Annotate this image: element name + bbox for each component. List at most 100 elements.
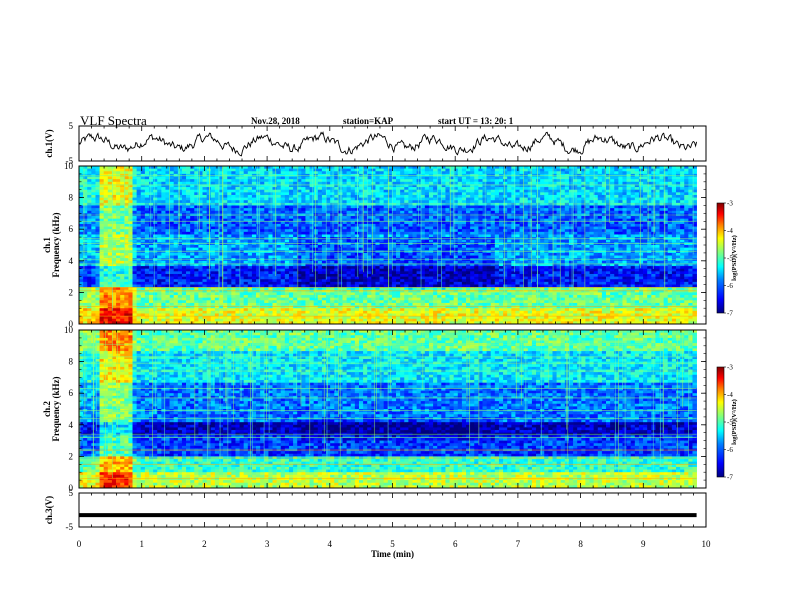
- spectrogram-cell: [404, 279, 409, 283]
- spectrogram-cell: [313, 221, 319, 225]
- spectrogram-cell: [132, 273, 137, 277]
- spectrogram-cell: [317, 171, 323, 175]
- spectrogram-cell: [148, 305, 154, 309]
- spectrogram-cell: [132, 218, 137, 222]
- spectrogram-cell: [87, 223, 92, 227]
- spectrogram-cell: [87, 302, 92, 306]
- spectrogram-cell: [99, 302, 105, 306]
- spectrogram-cell: [190, 300, 195, 304]
- spectrogram-cell: [231, 239, 236, 243]
- spectrogram-cell: [346, 276, 352, 280]
- spectrogram-cell: [91, 313, 96, 317]
- spectrogram-cell: [375, 176, 380, 180]
- spectrogram-cell: [153, 305, 158, 309]
- spectrogram-cell: [177, 229, 183, 233]
- spectrogram-cell: [317, 226, 323, 230]
- spectrogram-cell: [243, 234, 249, 238]
- spectrogram-cell: [354, 258, 360, 262]
- spectrogram-cell: [103, 268, 109, 272]
- spectrogram-cell: [284, 192, 290, 196]
- spectrogram-cell: [305, 200, 310, 204]
- spectrogram-cell: [239, 229, 245, 233]
- spectrogram-cell: [243, 302, 249, 306]
- spectrogram-cell: [148, 250, 154, 254]
- spectrogram-cell: [161, 273, 166, 277]
- spectrogram-cell: [375, 187, 380, 191]
- spectrogram-cell: [91, 318, 96, 322]
- spectrogram-cell: [358, 226, 364, 230]
- spectrogram-cell: [99, 242, 105, 246]
- spectrogram-cell: [371, 316, 376, 320]
- spectrogram-cell: [280, 176, 286, 180]
- spectrogram-cell: [186, 189, 191, 193]
- spectrogram-cell: [268, 258, 273, 262]
- spectrogram-cell: [313, 289, 319, 293]
- spectrogram-cell: [206, 226, 212, 230]
- spectrogram-cell: [239, 316, 245, 320]
- spectrogram-cell: [198, 194, 203, 198]
- spectrogram-cell: [198, 210, 203, 214]
- spectrogram-cell: [157, 284, 162, 288]
- spectrogram-cell: [301, 284, 306, 288]
- spectrogram-cell: [111, 289, 117, 293]
- spectrogram-cell: [404, 210, 409, 214]
- spectrogram-cell: [256, 239, 261, 243]
- spectrogram-cell: [144, 231, 150, 235]
- spectrogram-cell: [256, 197, 261, 201]
- spectrogram-cell: [214, 302, 220, 306]
- spectrogram-cell: [293, 171, 298, 175]
- spectrogram-cell: [268, 221, 273, 225]
- spectrogram-cell: [177, 281, 183, 285]
- spectrogram-cell: [379, 216, 385, 220]
- spectrogram-cell: [223, 305, 228, 309]
- spectrogram-cell: [317, 187, 323, 191]
- spectrogram-cell: [247, 181, 253, 185]
- spectrogram-cell: [276, 297, 282, 301]
- spectrogram-cell: [235, 266, 240, 270]
- spectrogram-cell: [173, 184, 179, 188]
- spectrogram-cell: [181, 305, 187, 309]
- spectrogram-cell: [346, 208, 352, 212]
- spectrogram-cell: [354, 242, 360, 246]
- spectrogram-cell: [367, 252, 372, 256]
- spectrogram-cell: [140, 171, 146, 175]
- spectrogram-cell: [116, 297, 121, 301]
- spectrogram-cell: [99, 263, 105, 267]
- spectrogram-cell: [128, 316, 133, 320]
- spectrogram-cell: [334, 181, 339, 185]
- spectrogram-cell: [288, 316, 294, 320]
- spectrogram-cell: [264, 168, 269, 172]
- spectrogram-cell: [107, 239, 113, 243]
- spectrogram-cell: [420, 181, 426, 185]
- spectrogram-cell: [334, 295, 339, 299]
- spectrogram-cell: [181, 229, 187, 233]
- spectrogram-cell: [396, 255, 401, 259]
- spectrogram-cell: [169, 300, 175, 304]
- spectrogram-cell: [256, 260, 261, 264]
- spectrogram-cell: [305, 221, 310, 225]
- spectrogram-cell: [284, 318, 290, 322]
- spectrogram-cell: [280, 297, 286, 301]
- spectrogram-cell: [338, 247, 343, 251]
- spectrogram-cell: [383, 316, 389, 320]
- spectrogram-cell: [116, 313, 121, 317]
- spectrogram-cell: [161, 221, 166, 225]
- spectrogram-cell: [363, 218, 368, 222]
- spectrogram-cell: [120, 179, 125, 183]
- spectrogram-cell: [334, 281, 339, 285]
- spectrogram-cell: [256, 287, 261, 291]
- spectrogram-cell: [284, 176, 290, 180]
- spectrogram-cell: [169, 166, 175, 169]
- spectrogram-cell: [206, 321, 212, 325]
- spectrogram-cell: [416, 216, 422, 220]
- spectrogram-cell: [120, 316, 125, 320]
- spectrogram-cell: [128, 200, 133, 204]
- spectrogram-cell: [350, 260, 356, 264]
- spectrogram-cell: [350, 234, 356, 238]
- spectrogram-cell: [280, 247, 286, 251]
- spectrogram-cell: [148, 229, 154, 233]
- spectrogram-cell: [330, 302, 335, 306]
- spectrogram-cell: [218, 189, 224, 193]
- spectrogram-cell: [186, 310, 191, 314]
- spectrogram-cell: [251, 316, 257, 320]
